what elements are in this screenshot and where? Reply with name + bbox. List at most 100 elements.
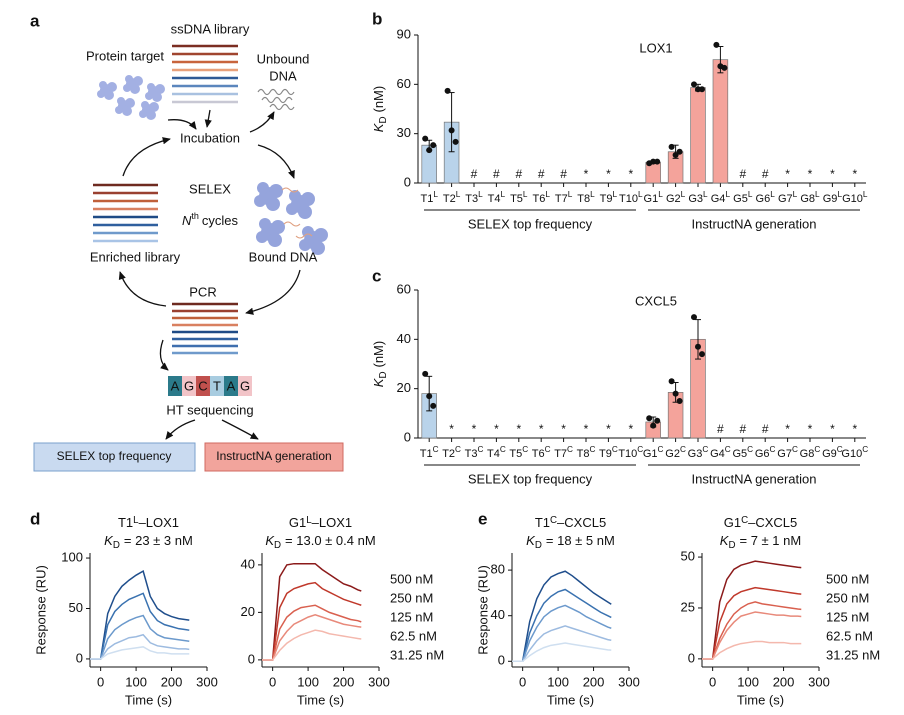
series-line (512, 625, 612, 663)
x-tick-label: G6C (755, 445, 776, 460)
x-tick-label: G8C (800, 445, 821, 460)
y-tick-label: 90 (397, 26, 411, 41)
y-tick-label: 0 (404, 429, 411, 444)
text-part: C (567, 445, 573, 454)
marker-symbol: * (494, 422, 499, 436)
chart-title: T1L–LOX1 (118, 515, 179, 531)
text-part: G8 (800, 193, 815, 205)
marker-symbol: * (606, 422, 611, 436)
output-box (204, 442, 344, 472)
chart-title: T1C–CXCL5 (535, 515, 606, 531)
text-part: L (815, 190, 820, 199)
text-part: C (522, 445, 528, 454)
text-part: C (792, 445, 798, 454)
y-tick-label: 50 (681, 549, 695, 564)
text-part: T6 (532, 448, 545, 460)
text-part: G6 (756, 193, 771, 205)
data-point (691, 314, 697, 321)
x-tick-label: 100 (737, 674, 759, 689)
x-tick-label: G2L (666, 190, 686, 205)
legend-label: 125 nM (826, 609, 869, 624)
base: A (227, 378, 236, 393)
x-tick-label: 300 (808, 674, 830, 689)
x-tick-label: 100 (125, 674, 147, 689)
x-tick-label: G8L (800, 190, 820, 205)
data-point (422, 135, 429, 142)
x-tick-label: 0 (709, 674, 716, 689)
text-part: C (637, 445, 643, 454)
x-tick-label: 200 (773, 674, 795, 689)
x-tick-label: T6L (532, 190, 550, 205)
text-part: G2 (666, 193, 681, 205)
x-tick-label: G9C (822, 445, 843, 460)
group-label: SELEX top frequency (468, 471, 593, 486)
x-tick-label: G3C (688, 445, 709, 460)
text-part: C (545, 445, 551, 454)
marker-symbol: # (717, 422, 724, 436)
bases: A G C T A G (171, 378, 250, 393)
group-label: InstructNA generation (691, 471, 816, 486)
x-tick-label: 300 (196, 674, 218, 689)
pcr-label: PCR (189, 284, 216, 299)
text-part: K (371, 122, 386, 132)
base: G (240, 378, 250, 393)
x-tick-label: 100 (297, 674, 319, 689)
y-axis-label: KD (nM) (371, 86, 388, 132)
data-point (699, 351, 705, 358)
y-tick-label: 0 (688, 650, 695, 665)
series-line (262, 562, 362, 661)
x-tick-label: G6L (756, 190, 776, 205)
text-part: = 13.0 ± 0.4 nM (285, 533, 376, 548)
text-part: G3 (688, 193, 703, 205)
x-tick-label: 100 (547, 674, 569, 689)
text-part: cycles (202, 213, 239, 228)
text-part: K (371, 377, 386, 387)
marker-symbol: * (584, 167, 589, 181)
text-part: L (306, 515, 312, 526)
library-label: ssDNA library (171, 21, 250, 36)
x-tick-label: 200 (583, 674, 605, 689)
text-part: T7 (554, 448, 567, 460)
group-label: SELEX top frequency (468, 216, 593, 231)
series-line (90, 646, 190, 660)
marker-symbol: * (785, 422, 790, 436)
y-tick-label: 80 (491, 562, 505, 577)
text-part: D (728, 540, 735, 551)
x-tick-label: G5L (733, 190, 753, 205)
chart-subtitle: KD = 23 ± 3 nM (104, 533, 193, 550)
y-tick-label: 40 (491, 607, 505, 622)
text-part: G8 (800, 448, 815, 460)
text-part: T8 (577, 193, 590, 205)
marker-symbol: # (515, 167, 522, 181)
x-tick-label: T3C (465, 445, 484, 460)
diagram: a ssDNA library Protein target Unbound D… (30, 11, 344, 472)
x-tick-label: G7L (778, 190, 798, 205)
incubation-label: Incubation (180, 130, 240, 145)
library-stack (172, 44, 238, 104)
base: A (171, 378, 180, 393)
text-part: K (104, 533, 114, 548)
text-part: L (703, 190, 708, 199)
marker-symbol: # (739, 422, 746, 436)
data-point (721, 64, 728, 71)
series-line (90, 592, 190, 660)
text-part: G10 (841, 448, 862, 460)
chart-title: G1C–CXCL5 (724, 515, 798, 531)
text-part: G6 (755, 448, 770, 460)
data-point (646, 415, 653, 422)
text-part: –CXCL5 (557, 515, 606, 530)
text-part: = 18 ± 5 nM (546, 533, 615, 548)
series-line (90, 570, 190, 660)
x-axis-label: Time (s) (547, 692, 594, 707)
x-tick-label: G1L (644, 190, 664, 205)
y-axis-label: Response (RU) (475, 565, 490, 655)
x-tick-label: T10L (619, 190, 643, 205)
text-part: –LOX1 (139, 515, 179, 530)
x-tick-label: T8C (577, 445, 596, 460)
data-point (695, 343, 701, 350)
panel-label: c (372, 266, 381, 285)
series-line (512, 588, 612, 663)
marker-symbol: # (762, 167, 769, 181)
legend-label: 250 nM (826, 590, 869, 605)
